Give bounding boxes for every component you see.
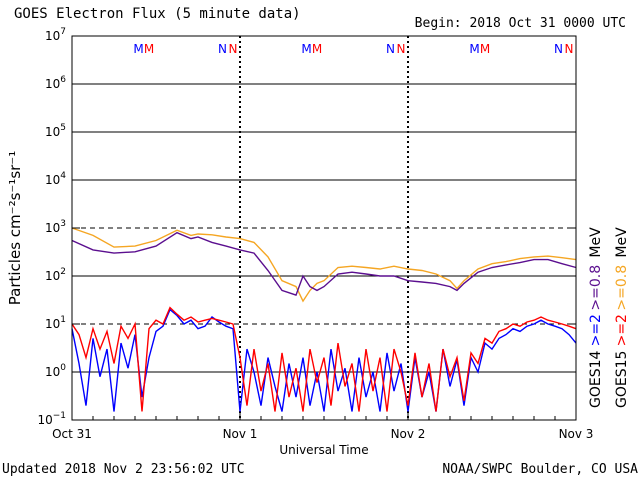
satellite-marker: M <box>469 42 479 56</box>
x-tick-label: Nov 2 <box>391 427 426 441</box>
legend-item: >=2 <box>614 314 630 346</box>
y-tick-label: 100 <box>45 363 66 379</box>
legend-item: >=0.8 <box>614 265 630 311</box>
series-line <box>71 308 577 412</box>
x-axis-label: Universal Time <box>279 443 368 457</box>
series-line <box>71 231 577 296</box>
x-tick-label: Nov 1 <box>223 427 258 441</box>
legend-item: MeV <box>614 227 630 258</box>
y-tick-label: 107 <box>45 27 66 43</box>
y-tick-label: 10−1 <box>37 411 66 427</box>
threshold-lines <box>72 227 576 325</box>
updated-timestamp: Updated 2018 Nov 2 23:56:02 UTC <box>2 462 245 477</box>
satellite-marker: N <box>386 42 395 56</box>
grid-lines <box>72 83 576 373</box>
satellite-marker: M <box>144 42 154 56</box>
satellite-marker: N <box>554 42 563 56</box>
legend-item: GOES14 <box>588 350 604 408</box>
series-line <box>71 306 577 412</box>
legend-item: >=0.8 <box>588 265 604 311</box>
begin-time: Begin: 2018 Oct 31 0000 UTC <box>414 16 626 31</box>
y-tick-label: 103 <box>45 219 66 235</box>
satellite-marker: M <box>301 42 311 56</box>
y-axis-label: Particles cm⁻²s⁻¹sr⁻¹ <box>6 151 24 305</box>
satellite-marker: M <box>312 42 322 56</box>
legend: GOES14 >=2 >=0.8 MeV GOES15 >=2 >=0.8 MeV <box>588 227 630 408</box>
y-tick-label: 101 <box>45 315 66 331</box>
satellite-marker: N <box>565 42 574 56</box>
satellite-marker: M <box>480 42 490 56</box>
axis-ticks: Oct 31 Nov 1 Nov 2 Nov 3 10−1 100 101 102 103 104… <box>37 27 593 441</box>
satellite-marker: N <box>397 42 406 56</box>
credit-text: NOAA/SWPC Boulder, CO USA <box>442 462 638 477</box>
y-axis-label-group: Particles cm⁻²s⁻¹sr⁻¹ <box>6 151 24 305</box>
legend-item: >=2 <box>588 314 604 346</box>
series-line <box>71 227 577 303</box>
satellite-marker: N <box>229 42 238 56</box>
chart-title: GOES Electron Flux (5 minute data) <box>14 6 301 22</box>
legend-item: GOES15 <box>614 351 630 408</box>
satellite-marker: N <box>218 42 227 56</box>
x-tick-label: Nov 3 <box>559 427 594 441</box>
y-tick-label: 102 <box>45 267 66 283</box>
y-tick-label: 104 <box>45 171 66 187</box>
x-tick-label: Oct 31 <box>52 427 92 441</box>
y-tick-label: 105 <box>45 123 66 139</box>
legend-item: MeV <box>588 227 604 258</box>
series-lines <box>71 227 577 412</box>
y-tick-label: 106 <box>45 75 66 91</box>
satellite-marker: M <box>133 42 143 56</box>
